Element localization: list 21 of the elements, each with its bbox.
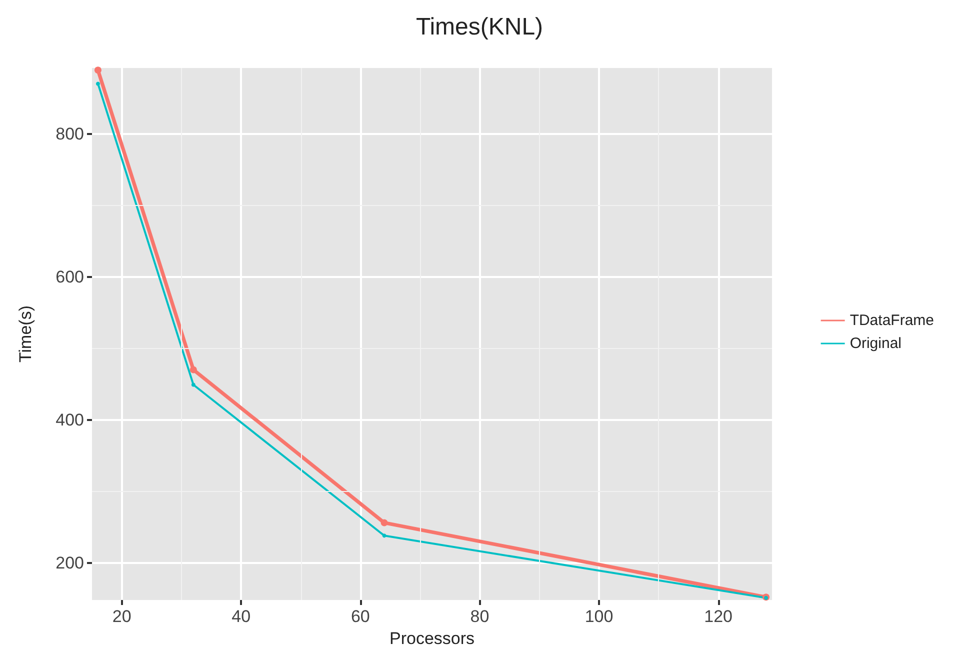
y-tick-label: 600	[56, 267, 84, 286]
point	[191, 382, 196, 387]
y-tick-label: 800	[56, 124, 84, 144]
point	[94, 66, 102, 74]
x-tick-label: 40	[232, 607, 251, 626]
x-axis-title: Processors	[389, 629, 475, 648]
legend-label: Original	[850, 335, 902, 352]
y-axis-title: Time(s)	[16, 306, 35, 362]
y-tick-label: 200	[56, 553, 84, 572]
point	[380, 519, 388, 526]
point	[190, 366, 197, 374]
point	[382, 534, 386, 538]
chart-title: Times(KNL)	[416, 14, 544, 40]
x-tick-label: 80	[470, 607, 490, 626]
x-tick-label: 100	[584, 607, 614, 626]
y-tick-label: 400	[56, 410, 84, 430]
x-tick-label: 120	[704, 607, 733, 626]
x-tick-label: 60	[350, 607, 370, 626]
point	[96, 82, 100, 86]
legend-label: TDataFrame	[850, 312, 934, 329]
x-tick-label: 20	[112, 607, 132, 626]
